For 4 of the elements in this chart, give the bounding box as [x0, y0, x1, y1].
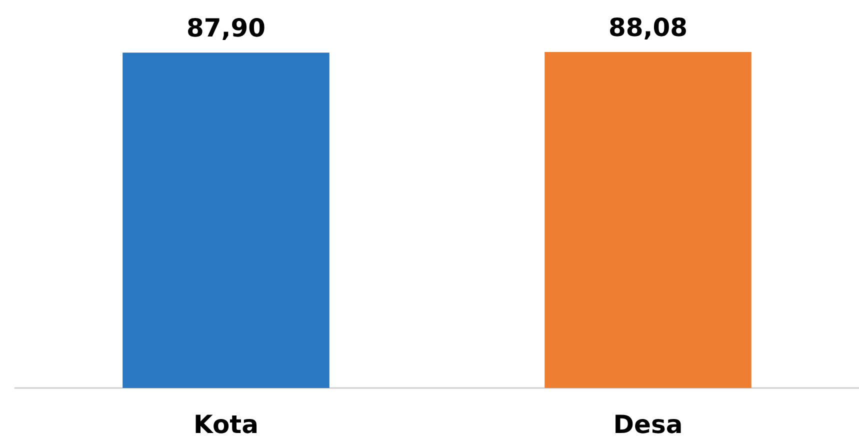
data-label: 88,08 [608, 13, 688, 42]
x-tick-label: Desa [613, 410, 683, 439]
data-label: 87,90 [186, 14, 266, 43]
x-tick-label: Kota [194, 410, 258, 439]
